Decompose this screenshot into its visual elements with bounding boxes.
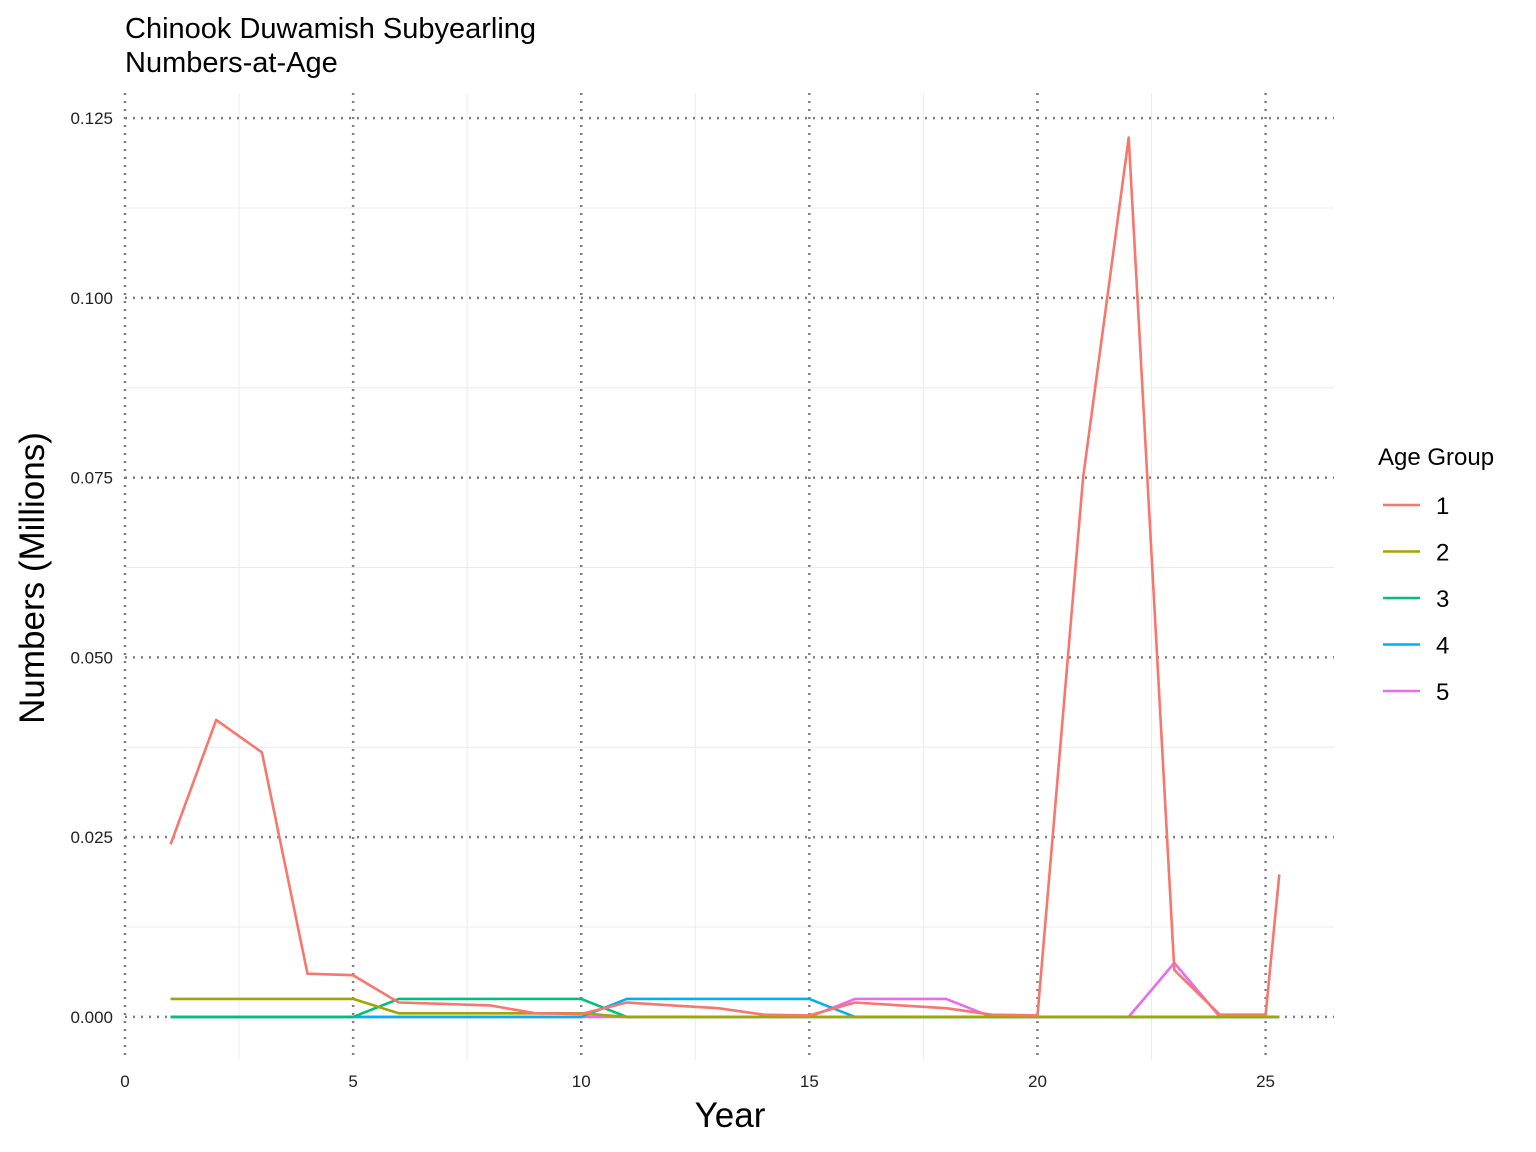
legend-label-1: 1	[1436, 493, 1449, 520]
x-tick-label: 15	[800, 1072, 819, 1091]
series-line-age-1	[169, 136, 1281, 1017]
y-tick-label: 0.050	[70, 648, 113, 667]
x-axis-title: Year	[695, 1096, 766, 1135]
legend-label-3: 3	[1436, 586, 1449, 613]
y-tick-label: 0.000	[70, 1008, 113, 1027]
y-axis-tick-labels: 0.000 0.025 0.050 0.075 0.100 0.125	[70, 109, 113, 1027]
chart-title-line-2: Numbers-at-Age	[125, 47, 338, 79]
y-tick-label: 0.075	[70, 469, 113, 488]
y-axis-title: Numbers (Millions)	[13, 432, 52, 724]
legend-label-2: 2	[1436, 540, 1449, 567]
x-tick-label: 25	[1256, 1072, 1275, 1091]
legend-title: Age Group	[1378, 444, 1494, 471]
legend: Age Group 1 2 3 4 5	[1378, 444, 1494, 706]
x-tick-label: 0	[120, 1072, 129, 1091]
x-tick-label: 5	[348, 1072, 357, 1091]
y-tick-label: 0.125	[70, 109, 113, 128]
x-axis-tick-labels: 0 5 10 15 20 25	[120, 1072, 1275, 1091]
chart-title: Chinook Duwamish Subyearling Numbers-at-…	[125, 13, 536, 79]
series-lines	[169, 136, 1281, 1019]
x-tick-label: 10	[572, 1072, 591, 1091]
y-tick-label: 0.100	[70, 289, 113, 308]
y-tick-label: 0.025	[70, 828, 113, 847]
x-tick-label: 20	[1028, 1072, 1047, 1091]
series-line-age-2	[170, 997, 1280, 1019]
legend-label-5: 5	[1436, 679, 1449, 706]
legend-label-4: 4	[1436, 633, 1449, 660]
chart-title-line-1: Chinook Duwamish Subyearling	[125, 13, 536, 45]
